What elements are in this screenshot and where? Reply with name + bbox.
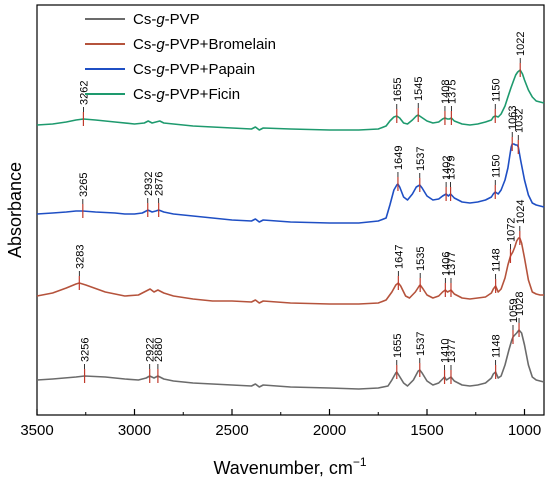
peak-label: 1072 — [505, 218, 517, 242]
peak-label: 1535 — [415, 247, 427, 271]
peak-label: 1537 — [415, 147, 427, 171]
x-tick-label-2000: 2000 — [313, 422, 346, 439]
peak-label: 1379 — [446, 156, 458, 180]
peak-label: 1148 — [491, 334, 503, 358]
series-line-3 — [36, 69, 545, 131]
peak-label: 3283 — [74, 245, 86, 269]
peak-label: 1655 — [392, 78, 404, 102]
peak-label: 3265 — [78, 173, 90, 197]
peak-label: 1032 — [513, 109, 525, 133]
peak-label: 1655 — [392, 334, 404, 358]
peak-label: 1647 — [393, 245, 405, 269]
y-axis-title: Absorbance — [5, 162, 25, 258]
series-line-2 — [36, 143, 545, 224]
legend-label-part: g — [156, 61, 165, 78]
x-tick-label-1000: 1000 — [508, 422, 541, 439]
x-tick-label-1500: 1500 — [410, 422, 443, 439]
x-tick-label-2500: 2500 — [215, 422, 248, 439]
peak-label: 2922 — [145, 338, 157, 362]
peak-label: 1537 — [415, 332, 427, 356]
peak-label: 1649 — [393, 146, 405, 170]
peak-label: 3262 — [78, 81, 90, 105]
legend-label-0: Cs-g-PVP — [133, 11, 200, 28]
legend-label-part: g — [156, 11, 165, 28]
legend-label-3: Cs-g-PVP+Ficin — [133, 86, 240, 103]
legend-label-part: Cs- — [133, 36, 156, 53]
legend-label-part: Cs- — [133, 61, 156, 78]
series-line-1 — [36, 237, 544, 305]
peak-label: 1148 — [491, 248, 503, 272]
peak-label: 1028 — [514, 292, 526, 316]
peak-label: 2932 — [143, 172, 155, 196]
peak-label: 2876 — [154, 172, 166, 196]
peak-label: 1150 — [490, 78, 502, 102]
x-tick-label-3000: 3000 — [118, 422, 151, 439]
peak-label: 1545 — [413, 77, 425, 101]
legend-label-part: -PVP — [165, 11, 200, 28]
legend-label-part: g — [156, 36, 165, 53]
peak-label: 1024 — [515, 200, 527, 224]
legend-label-part: Cs- — [133, 11, 156, 28]
legend-label-part: -PVP+Papain — [165, 61, 255, 78]
x-axis-title: Wavenumber, cm−1 — [213, 455, 366, 478]
peak-label: 1377 — [446, 252, 458, 276]
legend-label-part: g — [156, 86, 165, 103]
legend-label-part: -PVP+Bromelain — [165, 36, 276, 53]
series-line-0 — [36, 329, 545, 390]
legend-label-part: Cs- — [133, 86, 156, 103]
peak-label: 1402 — [441, 156, 453, 180]
plot-frame — [36, 4, 545, 416]
peak-label: 2880 — [153, 338, 165, 362]
x-axis: 3500 3000 2500 2000 1500 1000 — [20, 409, 541, 439]
peak-label: 1150 — [490, 154, 502, 178]
peak-label: 1377 — [446, 339, 458, 363]
peak-label: 1022 — [515, 32, 527, 56]
x-tick-label-3500: 3500 — [20, 422, 53, 439]
legend-label-2: Cs-g-PVP+Papain — [133, 61, 255, 78]
legend: Cs-g-PVPCs-g-PVP+BromelainCs-g-PVP+Papai… — [85, 11, 276, 103]
peak-label: 1059 — [508, 299, 520, 323]
peak-label: 1406 — [440, 252, 452, 276]
peak-label: 1408 — [440, 80, 452, 104]
legend-label-part: -PVP+Ficin — [165, 86, 240, 103]
peak-label: 3256 — [80, 338, 92, 362]
x-axis-title-text: Wavenumber, cm — [213, 458, 352, 478]
peak-label: 1063 — [507, 106, 519, 130]
legend-label-1: Cs-g-PVP+Bromelain — [133, 36, 276, 53]
x-axis-title-superscript: −1 — [353, 455, 367, 469]
peak-label: 1375 — [446, 80, 458, 104]
peak-label: 1410 — [440, 339, 452, 363]
spectra-traces — [36, 69, 545, 390]
